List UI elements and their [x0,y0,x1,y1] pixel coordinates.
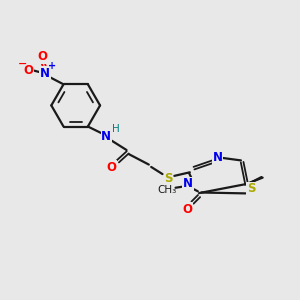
Text: S: S [164,172,173,185]
Text: N: N [183,177,193,190]
Text: O: O [38,50,48,63]
Text: H: H [112,124,120,134]
Text: CH₃: CH₃ [157,185,176,195]
Text: N: N [213,151,223,164]
Text: +: + [48,61,56,71]
Text: O: O [106,161,116,174]
Text: −: − [17,59,27,69]
Text: S: S [247,182,255,195]
Text: N: N [101,130,111,143]
Text: O: O [24,64,34,77]
Text: O: O [183,203,193,216]
Text: N: N [40,67,50,80]
